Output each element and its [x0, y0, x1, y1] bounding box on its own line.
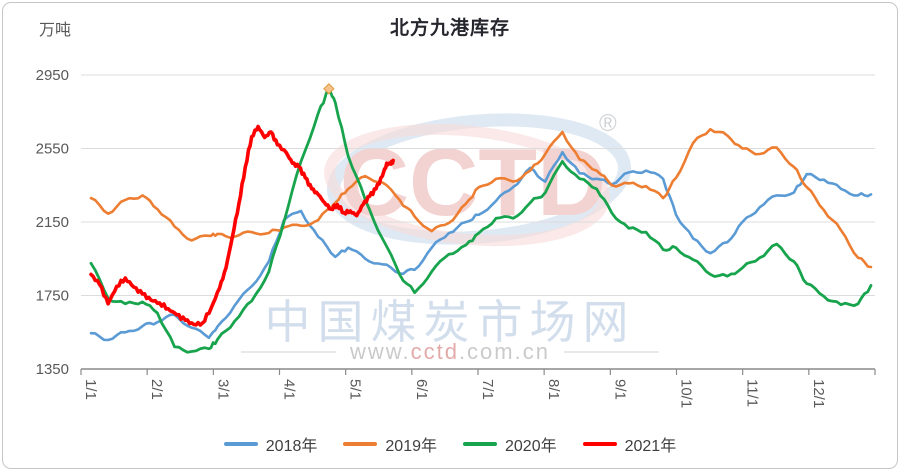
legend-line-swatch-icon: [223, 442, 258, 446]
y-axis-unit-label: 万吨: [39, 22, 72, 39]
legend-line-swatch-icon: [463, 442, 497, 446]
series-line-2020年: [89, 87, 873, 354]
legend-label: 2020年: [505, 438, 557, 455]
x-axis-label: 3/1: [214, 379, 231, 400]
legend-item[interactable]: 2021年: [582, 432, 677, 456]
peak-marker-diamond-icon: [323, 83, 335, 95]
x-axis-label: 12/1: [810, 379, 827, 408]
y-axis-label: 1750: [36, 288, 69, 305]
series-line-2018年: [89, 150, 873, 342]
series-line-2021年: [89, 124, 395, 327]
legend-label: 2018年: [265, 438, 318, 455]
registered-trademark-icon: ®: [599, 110, 617, 137]
legend-label: 2021年: [624, 438, 677, 455]
x-axis-label: 4/1: [281, 379, 298, 400]
line-chart: 1350 1750 2150 2550 2950 1/1 2/1 3/1 4/1 5/1 6/1 7/…: [36, 67, 876, 408]
chart-title: 北方九港库存: [389, 18, 510, 39]
legend-item[interactable]: 2020年: [463, 432, 557, 456]
chart-legend: 2018年 2019年 2020年 2021年: [3, 432, 897, 456]
x-axis-label: 5/1: [347, 379, 364, 400]
x-axis-label: 7/1: [479, 379, 496, 400]
site-url-watermark: www.cctd.com.cn: [3, 339, 897, 365]
url-right-dash: [563, 351, 659, 353]
x-axis-label: 2/1: [148, 379, 165, 400]
url-suffix: .com.cn: [458, 339, 550, 364]
x-axis-label: 1/1: [82, 379, 99, 400]
x-axis-label: 6/1: [413, 379, 430, 400]
url-text: www.cctd.com.cn: [350, 339, 550, 365]
legend-label: 2019年: [385, 438, 437, 455]
x-axis-label: 9/1: [611, 379, 628, 400]
y-axis-label: 2550: [36, 141, 69, 158]
logo-blue-orbit-icon: [326, 113, 631, 245]
legend-item[interactable]: 2019年: [343, 432, 437, 456]
y-axis-label: 2150: [36, 214, 69, 231]
y-axis-label: 1350: [36, 361, 69, 378]
legend-line-swatch-icon: [343, 442, 378, 446]
legend-line-swatch-icon: [582, 442, 617, 446]
legend-item[interactable]: 2018年: [223, 432, 318, 456]
site-name-watermark: 中国煤炭市场网: [264, 296, 636, 348]
x-axis-label: 11/1: [744, 379, 761, 407]
url-prefix: www.: [350, 339, 411, 364]
url-highlight: cctd: [410, 339, 459, 364]
series-line-2019年: [89, 127, 873, 269]
url-left-dash: [241, 351, 337, 353]
x-axis-label: 8/1: [545, 379, 562, 400]
y-axis-label: 2950: [36, 67, 69, 84]
x-axis-label: 10/1: [678, 379, 695, 408]
